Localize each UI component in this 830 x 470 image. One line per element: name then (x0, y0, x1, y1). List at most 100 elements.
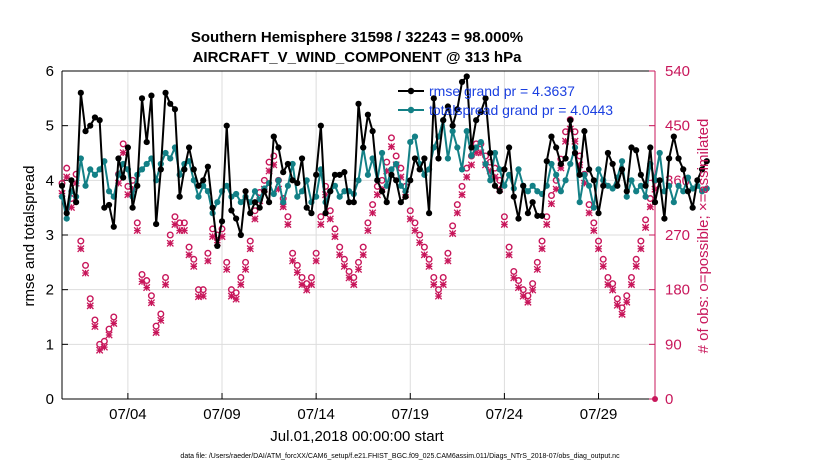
totalspread-point (77, 155, 84, 162)
obs-possible-point (317, 213, 325, 221)
rmse-point (345, 199, 353, 206)
obs-possible-point (242, 258, 250, 266)
rmse-point (214, 242, 221, 250)
rmse-point (209, 204, 216, 211)
totalspread-point (284, 182, 292, 189)
rmse-point (397, 199, 404, 206)
obs-assimilated-point (63, 173, 71, 181)
chart-title-line1: Southern Hemisphere 31598 / 32243 = 98.0… (191, 29, 523, 46)
obs-possible-point (392, 152, 400, 160)
rmse-point (369, 128, 376, 135)
obs-assimilated-point (618, 310, 626, 318)
totalspread-point (609, 185, 616, 192)
obs-possible-point (387, 134, 395, 142)
rmse-point (388, 171, 395, 178)
obs-assimilated-point (411, 226, 419, 235)
legend: rmse grand pr = 4.3637 totalspread grand… (398, 83, 613, 118)
obs-assimilated-point (237, 280, 245, 289)
rmse-point (571, 149, 579, 157)
obs-possible-markers (58, 116, 659, 402)
obs-possible-point (529, 280, 537, 288)
totalspread-point (223, 182, 230, 189)
obs-possible-point (138, 270, 146, 278)
rmse-point (378, 188, 386, 195)
rmse-point (270, 133, 277, 140)
obs-assimilated-point (599, 262, 607, 270)
obs-possible-point (307, 274, 315, 282)
rmse-point (703, 158, 710, 165)
obs-assimilated-point (223, 265, 231, 274)
obs-assimilated-point (147, 299, 156, 307)
rmse-point (675, 155, 682, 162)
rmse-point (115, 155, 122, 162)
obs-possible-point (642, 216, 650, 224)
rmse-point (534, 212, 541, 219)
totalspread-point (138, 166, 146, 173)
obs-possible-point (157, 310, 165, 318)
rmse-point (477, 108, 484, 116)
obs-assimilated-point (307, 280, 316, 289)
obs-assimilated-point (519, 292, 527, 300)
rmse-point (91, 114, 99, 121)
obs-assimilated-point (533, 265, 542, 274)
obs-assimilated-point (95, 346, 104, 354)
rmse-point (96, 117, 103, 124)
obs-possible-point (632, 255, 640, 263)
totalspread-point (553, 171, 560, 178)
obs-possible-point (538, 237, 546, 245)
totalspread-point (190, 177, 197, 184)
rmse-point (374, 177, 381, 184)
obs-possible-point (604, 274, 612, 282)
totalspread-point (91, 171, 99, 178)
rmse-point (510, 193, 517, 200)
y-axis-label-right: # of obs: o=possible; ×=assimilated (695, 119, 712, 354)
rmse-point (223, 122, 230, 129)
obs-assimilated-point (373, 190, 381, 199)
obs-assimilated-point (397, 173, 405, 181)
rmse-point (298, 155, 306, 162)
obs-possible-point (133, 219, 141, 227)
obs-assimilated-point (547, 200, 556, 208)
rmse-point (294, 179, 301, 187)
obs-assimilated-point (91, 322, 99, 331)
rmse-point (435, 155, 442, 162)
obs-assimilated-point (86, 302, 94, 310)
totalspread-point (576, 199, 583, 206)
totalspread-point (407, 138, 414, 146)
totalspread-point (590, 204, 597, 211)
y-tick-label: 5 (46, 118, 54, 135)
rmse-point (265, 199, 273, 206)
rmse-point (633, 147, 640, 154)
obs-assimilated-point (491, 173, 499, 181)
rmse-point (698, 166, 706, 173)
obs-assimilated-point (425, 262, 433, 270)
rmse-point (538, 212, 546, 219)
totalspread-point (581, 171, 588, 178)
rmse-point (322, 210, 329, 217)
totalspread-point (63, 215, 70, 222)
totalspread-point (680, 188, 687, 195)
obs-assimilated-point (274, 185, 283, 193)
rmse-point (576, 171, 583, 178)
obs-assimilated-point (143, 283, 151, 292)
obs-assimilated-point (340, 262, 349, 270)
rmse-point (228, 207, 235, 214)
rmse-point (402, 193, 409, 200)
obs-possible-point (119, 140, 127, 148)
rmse-point (350, 199, 357, 206)
obs-assimilated-point (114, 179, 123, 187)
obs-assimilated-point (571, 137, 579, 145)
x-tick-label: 07/09 (203, 406, 241, 423)
obs-possible-point (82, 261, 90, 269)
obs-possible-point (227, 286, 235, 294)
totalspread-point (670, 199, 677, 206)
rmse-point (543, 158, 550, 165)
obs-assimilated-point (303, 286, 311, 294)
obs-possible-point (232, 289, 240, 297)
obs-assimilated-point (336, 251, 344, 259)
totalspread-point (642, 193, 649, 200)
obs-possible-point (453, 201, 461, 209)
rmse-point (289, 177, 296, 184)
totalspread-point (656, 149, 663, 157)
